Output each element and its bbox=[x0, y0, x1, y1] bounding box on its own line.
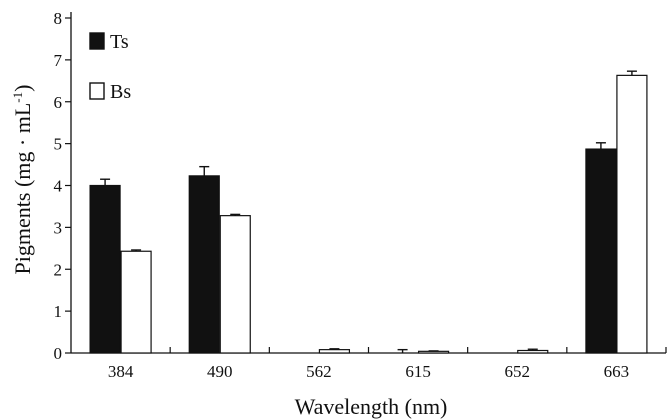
y-tick-label: 4 bbox=[54, 177, 63, 196]
bar-bs-490 bbox=[219, 215, 251, 354]
y-tick-label: 5 bbox=[54, 135, 63, 154]
y-axis-title: Pigments (mg · mL-1) bbox=[10, 85, 35, 275]
y-axis-title-close: ) bbox=[10, 85, 35, 92]
x-tick-label: 384 bbox=[108, 362, 134, 381]
legend-label-bs: Bs bbox=[110, 81, 131, 103]
bar-bs-562 bbox=[318, 349, 351, 354]
legend: Ts Bs bbox=[89, 31, 131, 103]
y-tick-label: 0 bbox=[54, 344, 63, 363]
legend-label-ts: Ts bbox=[110, 31, 129, 53]
y-axis-title-unit-superscript: -1 bbox=[10, 92, 25, 103]
bar-bs-652 bbox=[517, 349, 549, 354]
y-tick-label: 6 bbox=[54, 93, 63, 112]
bar-ts-490 bbox=[188, 175, 220, 354]
bar-ts-663 bbox=[585, 148, 617, 354]
y-axis-title-text: Pigments (mg · mL bbox=[10, 103, 35, 275]
x-tick-label: 615 bbox=[405, 362, 431, 381]
x-tick-label: 490 bbox=[207, 362, 233, 381]
legend-swatch-bs bbox=[89, 82, 105, 100]
y-tick-label: 2 bbox=[54, 260, 63, 279]
legend-swatch-ts bbox=[89, 32, 105, 50]
x-tick-label: 663 bbox=[604, 362, 630, 381]
x-axis-title: Wavelength (nm) bbox=[295, 394, 448, 419]
bar-bs-384 bbox=[120, 250, 152, 354]
bars bbox=[89, 70, 648, 354]
y-tick-label: 3 bbox=[54, 218, 63, 237]
x-tick-label: 562 bbox=[306, 362, 332, 381]
y-tick-label: 7 bbox=[54, 51, 63, 70]
axes: 0 1 2 3 4 5 6 7 8 384 490 562 615 652 663 bbox=[54, 9, 667, 381]
y-tick-label: 1 bbox=[54, 302, 63, 321]
y-tick-label: 8 bbox=[54, 9, 63, 28]
bar-ts-384 bbox=[89, 184, 121, 354]
bar-bs-663 bbox=[616, 74, 648, 354]
x-tick-label: 652 bbox=[505, 362, 531, 381]
